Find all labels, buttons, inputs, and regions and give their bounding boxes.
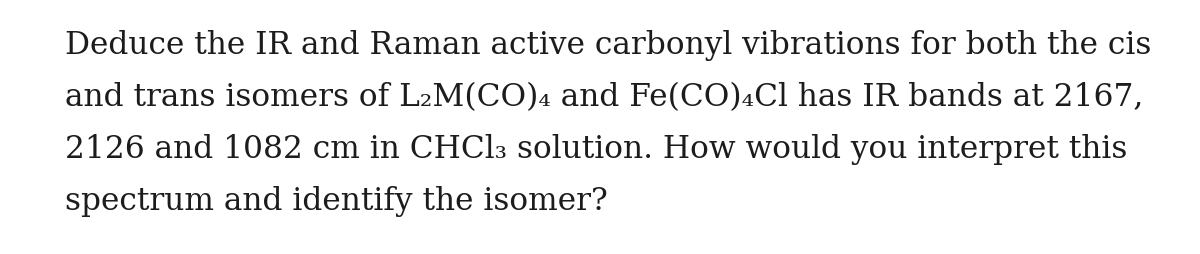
Text: spectrum and identify the isomer?: spectrum and identify the isomer?	[65, 186, 607, 217]
Text: 2126 and 1082 cm in CHCl₃ solution. How would you interpret this: 2126 and 1082 cm in CHCl₃ solution. How …	[65, 134, 1127, 165]
Text: and trans isomers of L₂M(CO)₄ and Fe(CO)₄Cl has IR bands at 2167,: and trans isomers of L₂M(CO)₄ and Fe(CO)…	[65, 82, 1144, 113]
Text: Deduce the IR and Raman active carbonyl vibrations for both the cis: Deduce the IR and Raman active carbonyl …	[65, 30, 1151, 61]
